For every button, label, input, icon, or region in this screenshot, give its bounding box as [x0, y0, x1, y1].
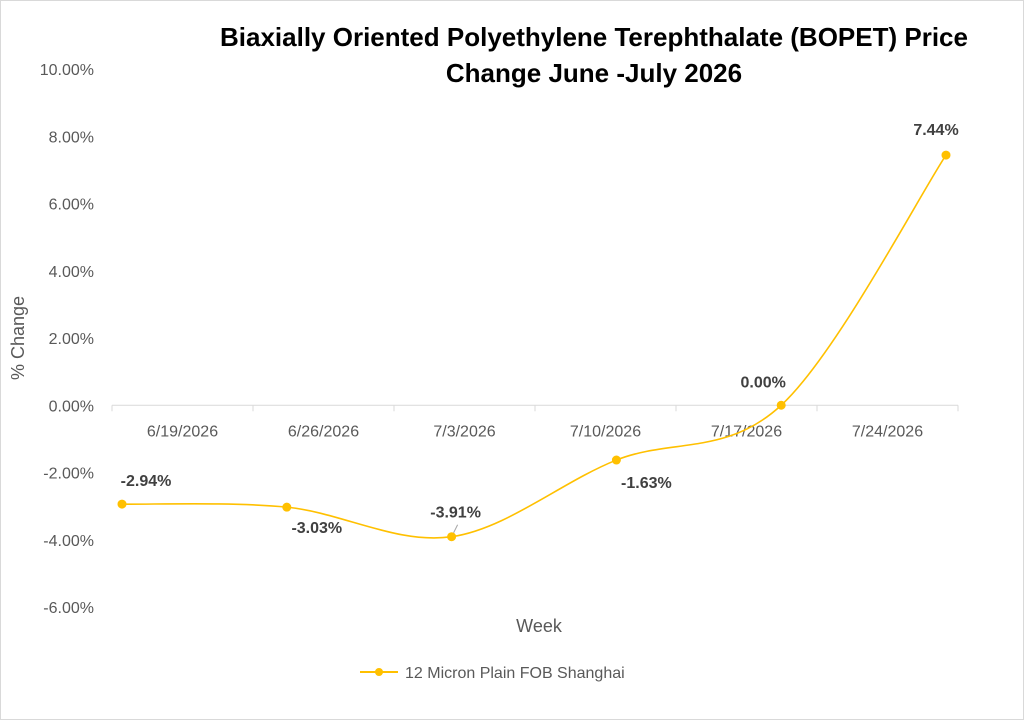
data-point [611, 455, 621, 465]
data-point [776, 400, 786, 410]
y-tick-label: 8.00% [49, 129, 94, 146]
series-layer [117, 150, 951, 542]
data-label: -2.94% [121, 473, 172, 490]
x-tick-label: 7/3/2026 [433, 423, 495, 440]
y-axis-ticks: 10.00% 8.00% 6.00% 4.00% 2.00% 0.00% -2.00% -4.… [40, 62, 94, 617]
data-label: -1.63% [621, 475, 672, 492]
y-tick-label: 4.00% [49, 264, 94, 281]
x-tick-label: 7/24/2026 [852, 423, 923, 440]
x-axis: 6/19/2026 6/26/2026 7/3/2026 7/10/2026 7/17/… [111, 404, 959, 440]
chart-title-line1: Biaxially Oriented Polyethylene Terephth… [220, 22, 968, 52]
y-tick-label: 6.00% [49, 197, 94, 214]
data-point [941, 150, 951, 160]
data-label: -3.91% [430, 505, 481, 522]
x-axis-title: Week [516, 616, 563, 636]
y-tick-label: -4.00% [43, 533, 94, 550]
data-label: 0.00% [741, 374, 786, 391]
label-leader-line [453, 524, 459, 533]
data-point [447, 532, 457, 542]
legend-label: 12 Micron Plain FOB Shanghai [405, 665, 625, 682]
x-tick-label: 6/26/2026 [288, 423, 359, 440]
data-point [117, 499, 127, 509]
y-tick-label: -2.00% [43, 466, 94, 483]
x-tick-label: 6/19/2026 [147, 423, 218, 440]
y-tick-label: 2.00% [49, 331, 94, 348]
series-line [121, 154, 947, 539]
legend-marker-swatch [375, 668, 383, 676]
y-tick-label: 0.00% [49, 398, 94, 415]
y-tick-label: 10.00% [40, 62, 94, 79]
legend: 12 Micron Plain FOB Shanghai [360, 665, 625, 682]
chart-title-line2: Change June -July 2026 [446, 58, 742, 88]
x-tick-label: 7/10/2026 [570, 423, 641, 440]
data-point [282, 502, 292, 512]
y-axis-title: % Change [8, 296, 28, 380]
data-label: 7.44% [913, 122, 958, 139]
y-tick-label: -6.00% [43, 600, 94, 617]
data-label: -3.03% [291, 520, 342, 537]
data-labels: -2.94% -3.03% -3.91% -1.63% 0.00% 7.44% [121, 122, 959, 537]
